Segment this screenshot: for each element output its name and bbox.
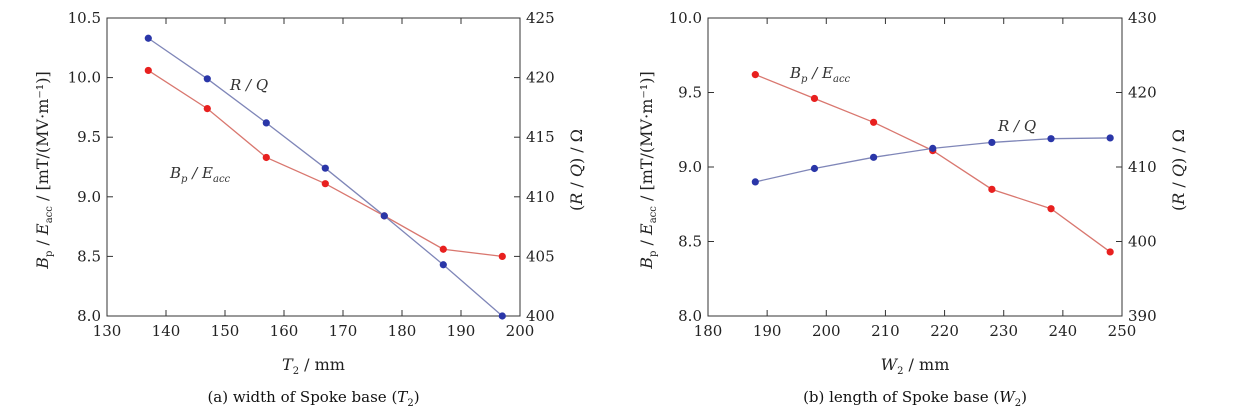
y-left-tick-label: 9.0 <box>678 158 702 176</box>
x-tick-label: 130 <box>93 322 122 340</box>
data-point-bp-eacc <box>439 245 447 253</box>
x-tick-label: 210 <box>871 322 900 340</box>
x-tick-label: 140 <box>152 322 181 340</box>
y-right-tick-label: 410 <box>526 188 555 206</box>
panel-caption: (b) length of Spoke base (W2) <box>803 388 1027 409</box>
chart-panel-b: 180 190 200 210 220 230 240 250 8.0 8.5 9.0 9.5 10.0… <box>637 9 1188 409</box>
data-point-r-over-q <box>321 164 329 172</box>
data-point-bp-eacc <box>144 66 152 75</box>
data-point-bp-eacc <box>751 71 759 79</box>
x-tick-label: 190 <box>447 322 476 340</box>
y-left-tick-label: 8.5 <box>678 233 702 251</box>
series-line-bp-eacc <box>755 74 1111 253</box>
y-right-tick-label: 420 <box>1128 84 1157 102</box>
y-right-tick-label: 420 <box>526 69 555 87</box>
data-point-r-over-q <box>929 144 937 152</box>
data-point-bp-eacc <box>988 185 996 193</box>
data-point-bp-eacc <box>870 118 878 126</box>
x-tick-label: 150 <box>211 322 240 340</box>
x-tick-label: 230 <box>989 322 1018 340</box>
y-right-axis-title: (R / Q) / Ω <box>567 129 586 211</box>
x-axis-title: W2 / mm <box>881 355 950 377</box>
y-left-tick-label: 9.0 <box>77 188 101 206</box>
y-right-tick-label: 405 <box>526 247 555 265</box>
data-point-bp-eacc <box>321 180 329 188</box>
chart-panel-a: 130 140 150 160 170 180 190 200 8.0 8.5 9.0 9.5 10.0… <box>33 9 586 409</box>
y-right-tick-label: 400 <box>1128 233 1157 251</box>
x-tick-label: 180 <box>388 322 417 340</box>
y-right-axis-title: (R / Q) / Ω <box>1169 129 1188 211</box>
data-point-bp-eacc <box>1047 205 1055 213</box>
y-right-tick-label: 400 <box>526 307 555 325</box>
series-annotation: R / Q <box>229 76 268 94</box>
x-tick-label: 160 <box>270 322 299 340</box>
plot-frame <box>707 17 1123 317</box>
panel-caption: (a) width of Spoke base (T2) <box>207 388 419 409</box>
data-point-bp-eacc <box>262 153 270 162</box>
x-tick-label: 220 <box>930 322 959 340</box>
x-tick-label: 250 <box>1108 322 1137 340</box>
y-right-tick-label: 390 <box>1128 307 1157 325</box>
data-point-r-over-q <box>1047 135 1055 143</box>
y-left-tick-label: 8.5 <box>77 247 101 265</box>
y-left-tick-label: 10.0 <box>68 69 101 87</box>
data-point-r-over-q <box>262 119 270 127</box>
y-left-tick-label: 10.5 <box>68 9 101 27</box>
y-right-tick-label: 425 <box>526 9 555 27</box>
series-annotation: R / Q <box>997 117 1036 135</box>
data-point-r-over-q <box>988 138 996 147</box>
data-point-r-over-q <box>751 178 759 186</box>
data-point-r-over-q <box>203 75 211 83</box>
data-point-r-over-q <box>1106 134 1114 142</box>
y-right-tick-label: 430 <box>1128 9 1157 27</box>
y-left-tick-label: 8.0 <box>77 307 101 325</box>
x-tick-label: 200 <box>812 322 841 340</box>
data-point-bp-eacc <box>498 252 506 260</box>
data-point-bp-eacc <box>810 94 819 103</box>
y-left-tick-label: 8.0 <box>678 307 702 325</box>
y-left-tick-label: 9.5 <box>678 84 702 102</box>
data-point-r-over-q <box>810 164 819 173</box>
x-tick-label: 200 <box>506 322 535 340</box>
data-point-r-over-q <box>498 312 506 320</box>
plot-frame <box>106 17 521 317</box>
x-axis-title: T2 / mm <box>282 355 345 377</box>
y-right-tick-label: 410 <box>1128 158 1157 176</box>
x-tick-label: 170 <box>329 322 358 340</box>
data-point-bp-eacc <box>203 104 211 113</box>
y-left-tick-label: 10.0 <box>669 9 702 27</box>
y-right-tick-label: 415 <box>526 128 555 146</box>
y-left-axis-title: Bp / Eacc / [mT/(MV·m⁻¹)] <box>637 71 659 269</box>
y-left-tick-label: 9.5 <box>77 128 101 146</box>
series-annotation: Bp / Eacc <box>789 64 851 85</box>
data-point-r-over-q <box>439 261 447 269</box>
data-point-bp-eacc <box>1106 248 1114 256</box>
x-tick-label: 190 <box>753 322 782 340</box>
y-left-axis-title: Bp / Eacc / [mT/(MV·m⁻¹)] <box>33 71 55 269</box>
data-point-r-over-q <box>870 153 878 161</box>
series-annotation: Bp / Eacc <box>169 164 231 185</box>
data-point-r-over-q <box>380 212 388 220</box>
x-tick-label: 240 <box>1049 322 1078 340</box>
x-tick-label: 180 <box>694 322 723 340</box>
data-point-r-over-q <box>144 34 152 42</box>
series-line-r-over-q <box>755 137 1111 183</box>
